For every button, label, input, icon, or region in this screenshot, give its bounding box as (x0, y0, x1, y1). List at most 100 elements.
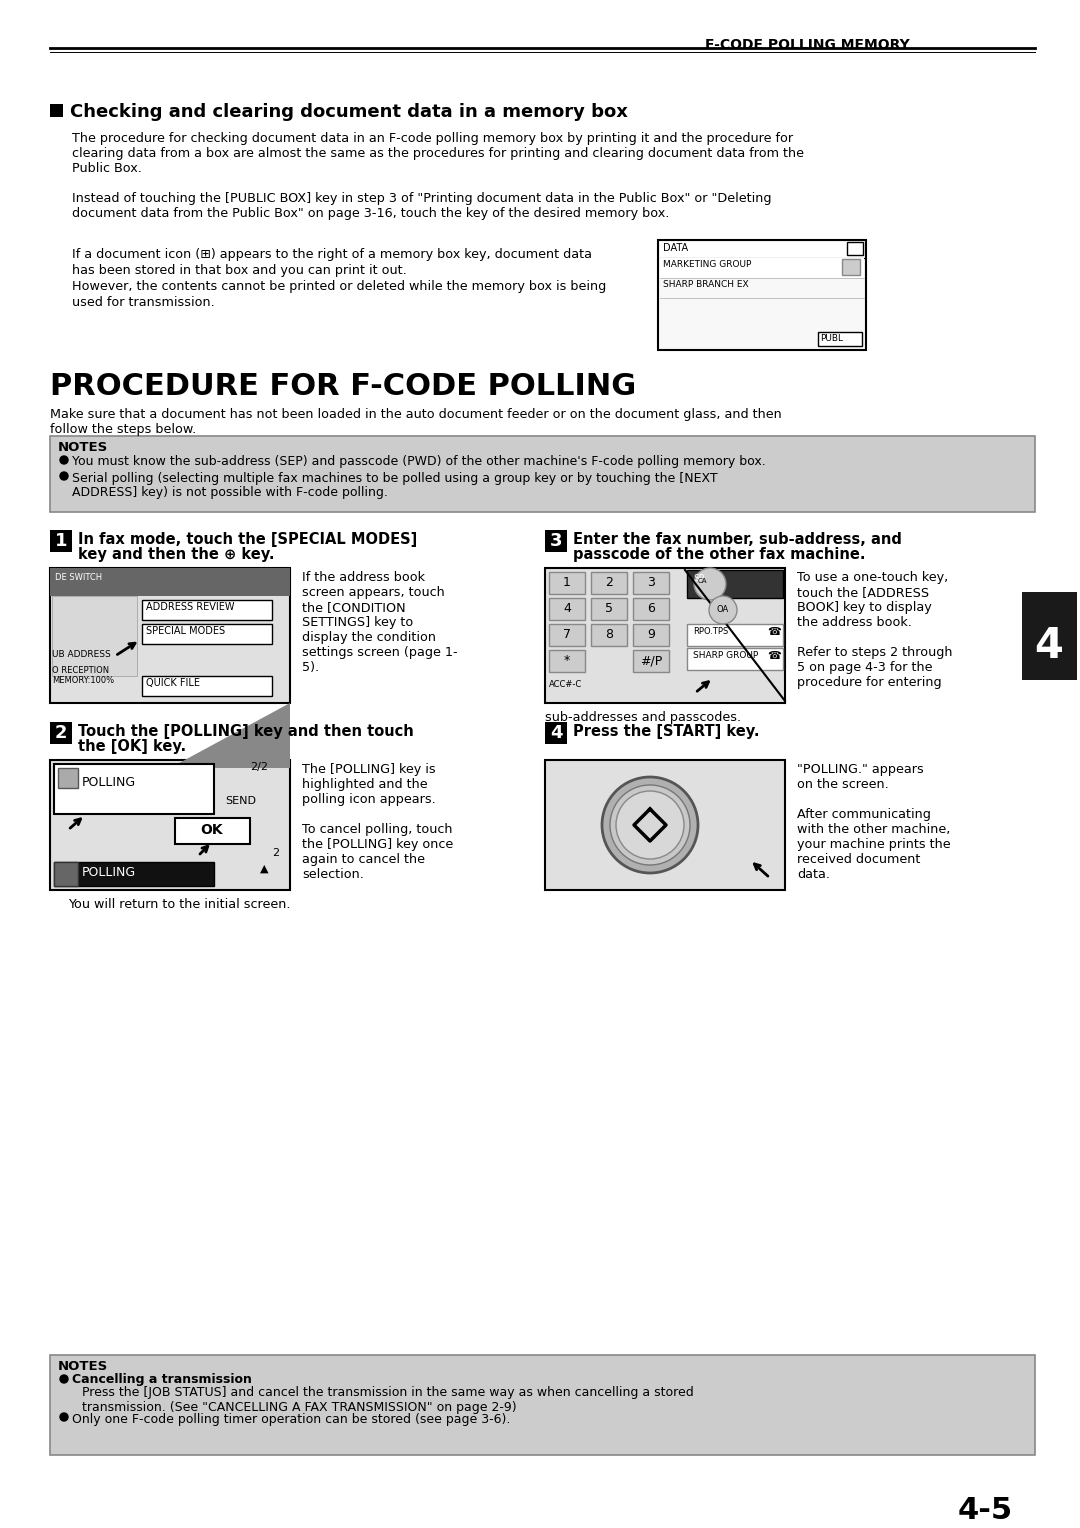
Text: ▲: ▲ (260, 863, 269, 874)
Bar (545, 723, 567, 744)
Text: key and then the ⊕ key.: key and then the ⊕ key. (78, 547, 274, 562)
Text: SHARP BRANCH EX: SHARP BRANCH EX (663, 280, 748, 289)
Text: OA: OA (717, 605, 729, 614)
Bar (50, 568, 291, 596)
Bar (50, 723, 72, 744)
Text: 2: 2 (55, 724, 67, 743)
Text: 1: 1 (55, 532, 67, 550)
Text: used for transmission.: used for transmission. (72, 296, 215, 309)
Bar (687, 623, 783, 646)
Circle shape (602, 778, 698, 872)
Text: In fax mode, touch the [SPECIAL MODES]: In fax mode, touch the [SPECIAL MODES] (78, 532, 417, 547)
Circle shape (610, 785, 690, 865)
Text: 4: 4 (550, 724, 563, 743)
Text: QUICK FILE: QUICK FILE (146, 678, 200, 688)
Text: O RECEPTION: O RECEPTION (52, 666, 109, 675)
Text: You will return to the initial screen.: You will return to the initial screen. (68, 898, 291, 911)
Bar (549, 571, 585, 594)
Text: 5: 5 (605, 602, 613, 614)
Text: 1: 1 (563, 576, 571, 588)
Text: 7: 7 (563, 628, 571, 642)
Text: However, the contents cannot be printed or deleted while the memory box is being: However, the contents cannot be printed … (72, 280, 606, 293)
Bar (658, 240, 866, 350)
Bar (660, 258, 864, 278)
Bar (1022, 591, 1077, 680)
Bar (545, 530, 567, 552)
Text: MARKETING GROUP: MARKETING GROUP (663, 260, 752, 269)
Text: has been stored in that box and you can print it out.: has been stored in that box and you can … (72, 264, 407, 277)
Bar (50, 530, 72, 552)
Text: SP: SP (693, 575, 704, 584)
Bar (549, 649, 585, 672)
Bar (545, 568, 785, 703)
Text: 2: 2 (272, 848, 279, 859)
Text: The [POLLING] key is
highlighted and the
polling icon appears.

To cancel pollin: The [POLLING] key is highlighted and the… (302, 762, 454, 882)
Text: 4: 4 (1035, 625, 1064, 668)
Text: ☎: ☎ (767, 626, 781, 637)
Text: 3: 3 (550, 532, 563, 550)
Bar (545, 759, 785, 889)
Bar (549, 623, 585, 646)
Text: OK: OK (201, 824, 224, 837)
Text: RPO.TPS: RPO.TPS (693, 626, 728, 636)
Text: POLLING: POLLING (82, 866, 136, 879)
Circle shape (60, 455, 68, 465)
Text: 3: 3 (647, 576, 654, 588)
Bar (842, 260, 860, 275)
Text: 2/2: 2/2 (249, 762, 268, 772)
Text: DATA: DATA (663, 243, 688, 254)
Text: You must know the sub-address (SEP) and passcode (PWD) of the other machine's F-: You must know the sub-address (SEP) and … (72, 455, 766, 468)
Text: Instead of touching the [PUBLIC BOX] key in step 3 of "Printing document data in: Instead of touching the [PUBLIC BOX] key… (72, 193, 771, 220)
Bar (52, 596, 137, 675)
Circle shape (616, 792, 684, 859)
Bar (633, 571, 669, 594)
Bar (54, 764, 214, 814)
Text: 9: 9 (647, 628, 654, 642)
Text: Press the [JOB STATUS] and cancel the transmission in the same way as when cance: Press the [JOB STATUS] and cancel the tr… (82, 1386, 693, 1413)
Text: F-CODE POLLING MEMORY: F-CODE POLLING MEMORY (705, 38, 909, 52)
Circle shape (694, 568, 726, 601)
Text: DE SWITCH: DE SWITCH (55, 573, 103, 582)
Text: CA: CA (698, 578, 706, 584)
Text: PUBL: PUBL (820, 335, 843, 342)
Bar (54, 862, 78, 886)
Bar (141, 675, 272, 695)
Bar (50, 568, 291, 703)
Text: The procedure for checking document data in an F-code polling memory box by prin: The procedure for checking document data… (72, 131, 804, 176)
Text: SHARP GROUP: SHARP GROUP (693, 651, 758, 660)
Bar (141, 601, 272, 620)
Text: NOTES: NOTES (58, 1360, 108, 1374)
Bar (687, 648, 783, 669)
Bar (50, 1355, 1035, 1455)
Text: If a document icon (⊞) appears to the right of a memory box key, document data: If a document icon (⊞) appears to the ri… (72, 248, 592, 261)
Text: #/P: #/P (639, 654, 662, 668)
Bar (50, 759, 291, 889)
Text: SEND: SEND (225, 796, 256, 805)
Circle shape (60, 1413, 68, 1421)
Text: ADDRESS REVIEW: ADDRESS REVIEW (146, 602, 234, 613)
Bar (818, 332, 862, 345)
Text: *: * (564, 654, 570, 668)
Bar (50, 435, 1035, 512)
Circle shape (60, 472, 68, 480)
Bar (549, 597, 585, 620)
Text: sub-addresses and passcodes.: sub-addresses and passcodes. (545, 711, 741, 724)
Text: POLLING: POLLING (82, 776, 136, 788)
Bar (591, 571, 627, 594)
Text: 8: 8 (605, 628, 613, 642)
Text: Press the [START] key.: Press the [START] key. (573, 724, 759, 740)
Text: the [OK] key.: the [OK] key. (78, 740, 186, 753)
Text: If the address book
screen appears, touch
the [CONDITION
SETTINGS] key to
displa: If the address book screen appears, touc… (302, 571, 458, 674)
Text: 2: 2 (605, 576, 613, 588)
Text: Cancelling a transmission: Cancelling a transmission (72, 1374, 252, 1386)
Text: Make sure that a document has not been loaded in the auto document feeder or on : Make sure that a document has not been l… (50, 408, 782, 435)
Bar (847, 241, 863, 255)
Text: 6: 6 (647, 602, 654, 614)
Bar (141, 623, 272, 643)
Text: ☎: ☎ (767, 651, 781, 662)
Bar (50, 104, 63, 118)
Circle shape (60, 1375, 68, 1383)
Bar (591, 623, 627, 646)
Text: Only one F-code polling timer operation can be stored (see page 3-6).: Only one F-code polling timer operation … (72, 1413, 511, 1426)
Bar (660, 241, 864, 258)
